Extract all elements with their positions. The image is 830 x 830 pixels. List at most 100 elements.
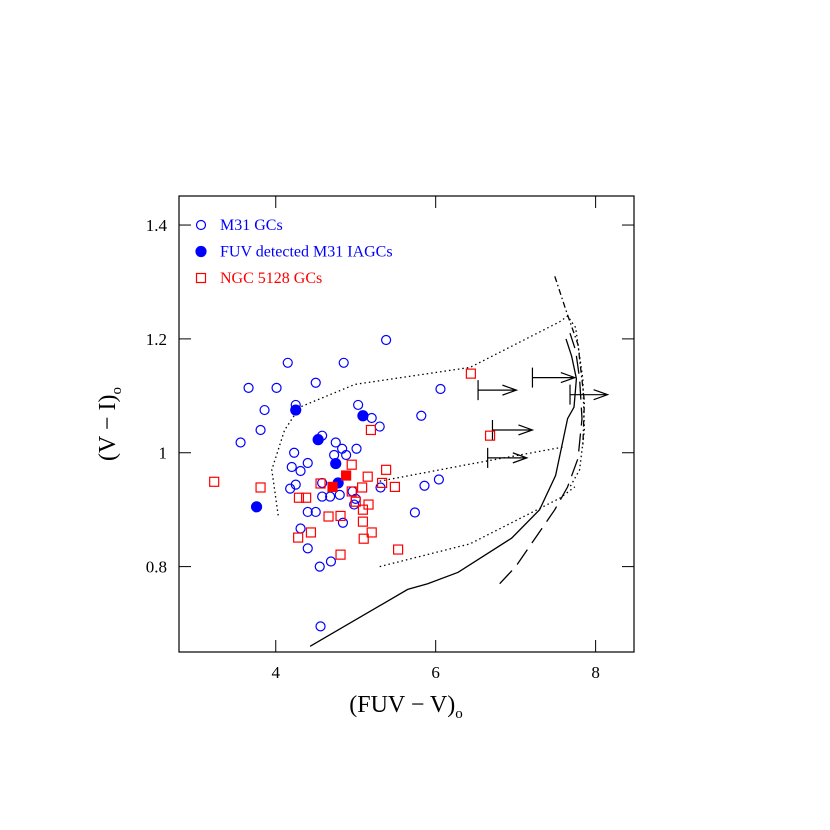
data-point [312,434,324,446]
y-tick-label: 1.2 [146,330,167,349]
data-point [295,465,306,477]
data-point [362,471,373,482]
data-point [419,480,430,491]
data-point [301,492,312,503]
data-point [285,483,296,494]
data-point [353,399,364,411]
data-point [325,491,336,502]
data-point [290,404,302,416]
data-point [314,561,325,572]
data-point [305,527,317,538]
data-point [349,499,360,510]
legend-symbol [195,245,207,258]
data-point [255,482,266,493]
data-point [341,470,352,481]
data-point [289,447,300,458]
data-point [323,511,334,522]
data-point [346,459,357,470]
y-axis-label: (V − I)o [95,387,125,461]
data-point [393,544,404,555]
data-point [302,543,313,554]
data-point [366,412,377,424]
data-point [435,383,446,395]
limit-arrow [487,447,529,468]
data-point [295,523,306,534]
legend-text: NGC 5128 GCs [220,270,322,287]
data-point [357,482,368,493]
data-point [358,533,369,544]
y-tick-label: 1.4 [146,216,168,235]
model-line [499,332,583,585]
data-point [209,476,220,487]
x-axis-label: (FUV − V)o [349,692,463,722]
data-point [330,437,341,448]
data-point [330,457,342,470]
data-point [350,496,361,507]
x-axis-label-main: (FUV − V) [349,692,455,718]
data-point [338,357,349,368]
data-point [315,478,326,489]
data-point [310,377,321,388]
data-point [351,443,362,454]
data-point [315,621,326,632]
limit-arrow [569,384,610,405]
data-point [357,410,369,422]
legend-symbol [195,272,207,284]
data-point [334,489,345,500]
data-point [357,516,369,527]
data-point [357,504,369,515]
data-point [317,491,328,502]
data-point [465,368,476,379]
legend-text: M31 GCs [220,217,283,234]
data-point [302,506,313,518]
data-point [255,424,266,436]
data-point [374,421,385,432]
data-point [389,481,401,493]
data-point [293,532,304,543]
x-tick-label: 6 [431,663,440,682]
x-tick-label: 8 [591,663,600,682]
y-axis-label-sub: o [109,387,125,395]
model-line [379,446,563,482]
data-point [381,464,392,475]
data-point [259,404,270,416]
y-axis-label-main: (V − I) [95,395,121,461]
data-point [271,382,282,393]
data-point [235,437,246,448]
data-point [416,410,427,421]
data-point [346,486,357,497]
data-point [329,449,340,461]
model-line [309,338,578,647]
data-point [327,481,338,493]
data-point [337,517,349,528]
data-point [335,510,346,522]
legend-text: FUV detected M31 IAGCs [220,244,393,261]
data-point [341,449,352,461]
data-point [377,477,388,489]
data-point [409,507,420,518]
y-tick-label: 1 [159,444,168,463]
data-point [365,424,377,436]
x-axis-label-sub: o [455,706,463,722]
legend-symbol [195,219,207,231]
model-line [379,486,576,568]
limit-arrow [531,367,577,388]
data-point [363,499,374,510]
y-tick-label: 0.8 [146,558,167,577]
limit-arrow [477,380,519,401]
data-point [366,527,377,538]
data-point [302,457,313,469]
data-point [250,501,263,513]
data-point [335,549,346,560]
model-line [554,276,586,448]
data-point [282,357,293,368]
data-point [243,382,254,393]
data-point [484,430,496,441]
data-point [381,334,392,346]
data-point [286,461,297,473]
data-point [310,506,321,518]
model-line [271,315,586,516]
limit-arrow [491,419,535,440]
data-point [433,474,444,485]
